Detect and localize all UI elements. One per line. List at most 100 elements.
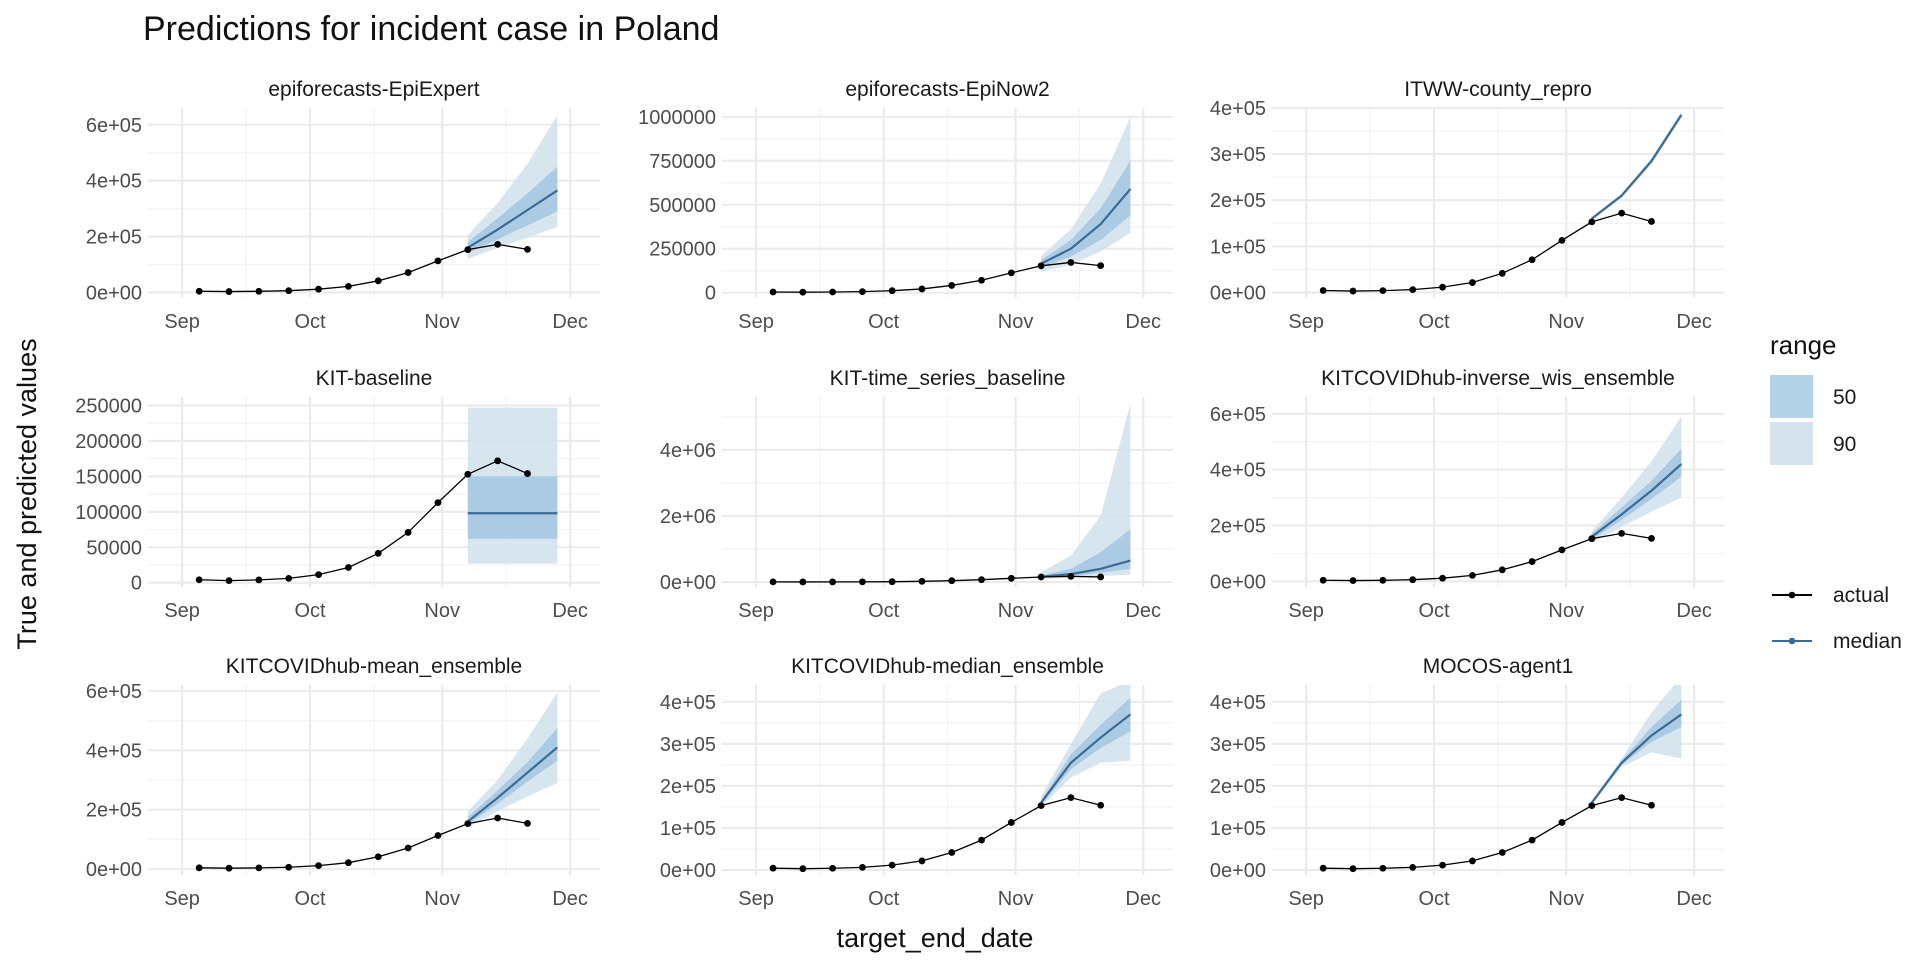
- band-50: [1591, 113, 1682, 220]
- panel-data: [1319, 111, 1683, 295]
- actual-point: [1648, 218, 1655, 225]
- actual-point: [918, 285, 926, 293]
- actual-line: [199, 243, 528, 293]
- actual-point: [1618, 794, 1626, 802]
- actual-point: [769, 288, 777, 296]
- median-line: [1591, 463, 1683, 538]
- panel-title: KITCOVIDhub-mean_ensemble: [226, 655, 522, 678]
- band-90: [1591, 416, 1682, 543]
- actual-line: [1323, 212, 1652, 292]
- actual-point: [524, 819, 531, 827]
- actual-point: [859, 288, 866, 296]
- actual-point: [285, 574, 293, 582]
- x-tick-label: Nov: [424, 311, 460, 333]
- panel-data: [195, 407, 558, 585]
- x-tick-label: Sep: [1288, 888, 1324, 910]
- actual-point: [918, 857, 926, 865]
- actual-point: [1469, 279, 1476, 286]
- band-50: [1041, 529, 1131, 578]
- actual-point: [859, 863, 866, 871]
- x-tick-label: Sep: [164, 311, 200, 333]
- actual-line: [773, 575, 1101, 583]
- actual-point: [464, 470, 472, 478]
- x-tick-label: Nov: [424, 600, 460, 622]
- x-tick-label: Sep: [164, 888, 200, 910]
- y-tick-label: 1e+05: [1210, 236, 1266, 258]
- x-tick-label: Sep: [164, 600, 200, 622]
- band-50: [467, 728, 558, 825]
- band-90: [467, 114, 558, 259]
- panel-epiforecasts-epiexpert: epiforecasts-EpiExpert 0e+00 2e+05 4e+05 6e+…: [86, 78, 600, 333]
- x-tick-label: Nov: [998, 600, 1034, 622]
- actual-point: [1648, 801, 1655, 809]
- x-tick-label: Dec: [552, 600, 588, 622]
- y-tick-label: 0e+00: [86, 282, 142, 304]
- actual-point: [434, 499, 442, 507]
- actual-point: [1097, 573, 1105, 581]
- legend-label-range: 90: [1833, 433, 1856, 456]
- y-tick-label: 2e+05: [86, 800, 142, 822]
- y-tick-label: 3e+05: [660, 734, 716, 756]
- panel-title: KIT-baseline: [316, 367, 433, 390]
- band-90: [467, 692, 558, 828]
- legend-title: range: [1770, 330, 1837, 360]
- actual-point: [195, 864, 203, 872]
- y-tick-label: 6e+05: [86, 681, 142, 703]
- legend-label-line: median: [1833, 630, 1902, 653]
- y-tick-label: 2e+05: [660, 776, 716, 798]
- y-tick-label: 0e+00: [1210, 860, 1266, 882]
- actual-point: [345, 283, 352, 290]
- x-tick-label: Oct: [294, 600, 326, 622]
- actual-point: [1349, 865, 1357, 873]
- actual-point: [1558, 819, 1566, 826]
- actual-point: [1558, 236, 1566, 244]
- x-tick-label: Sep: [738, 600, 774, 622]
- actual-point: [225, 577, 233, 585]
- median-line: [467, 189, 558, 249]
- actual-point: [225, 288, 233, 295]
- panel-data: [1319, 685, 1682, 873]
- y-tick-label: 4e+05: [86, 171, 142, 193]
- actual-point: [255, 287, 263, 295]
- actual-point: [859, 578, 866, 586]
- y-tick-label: 2e+05: [1210, 516, 1266, 538]
- x-tick-label: Dec: [552, 888, 588, 910]
- panel-epiforecasts-epinow2: epiforecasts-EpiNow2 0 250000 500000 750000 1…: [638, 78, 1173, 333]
- y-tick-label: 2e+05: [86, 227, 142, 249]
- actual-point: [1379, 576, 1387, 584]
- actual-point: [769, 864, 777, 872]
- legend-label-line: actual: [1833, 584, 1889, 607]
- actual-point: [195, 576, 203, 584]
- actual-point: [1439, 283, 1446, 291]
- panel-itww-county-repro: ITWW-county_repro 0e+00 1e+05 2e+05 3e+05 4e+…: [1210, 78, 1724, 333]
- x-tick-label: Sep: [738, 888, 774, 910]
- y-tick-label: 0e+00: [660, 572, 716, 594]
- panel-title: MOCOS-agent1: [1423, 655, 1574, 678]
- actual-point: [1067, 794, 1075, 802]
- actual-point: [374, 277, 382, 285]
- y-tick-label: 4e+05: [1210, 460, 1266, 482]
- actual-point: [799, 865, 807, 873]
- actual-line: [773, 796, 1101, 870]
- x-tick-label: Oct: [294, 888, 326, 910]
- actual-point: [434, 257, 442, 265]
- actual-point: [1409, 286, 1417, 294]
- panel-title: KITCOVIDhub-inverse_wis_ensemble: [1321, 367, 1675, 390]
- actual-point: [434, 832, 442, 839]
- x-axis-title: target_end_date: [837, 923, 1034, 953]
- actual-point: [948, 282, 956, 289]
- actual-point: [315, 285, 322, 293]
- actual-point: [829, 288, 837, 296]
- band-90: [1041, 403, 1131, 579]
- legend-key-range-50: [1770, 375, 1813, 418]
- panel-data: [769, 116, 1132, 296]
- panel-mocos-agent1: MOCOS-agent1 0e+00 1e+05 2e+05 3e+05 4e+05 Sep…: [1210, 655, 1724, 910]
- actual-point: [374, 549, 382, 557]
- panel-title: KITCOVIDhub-median_ensemble: [791, 655, 1104, 678]
- x-tick-label: Dec: [1125, 311, 1161, 333]
- actual-point: [1528, 558, 1536, 565]
- y-axis-title: True and predicted values: [12, 338, 42, 649]
- y-tick-label: 750000: [649, 151, 716, 173]
- actual-point: [285, 863, 293, 871]
